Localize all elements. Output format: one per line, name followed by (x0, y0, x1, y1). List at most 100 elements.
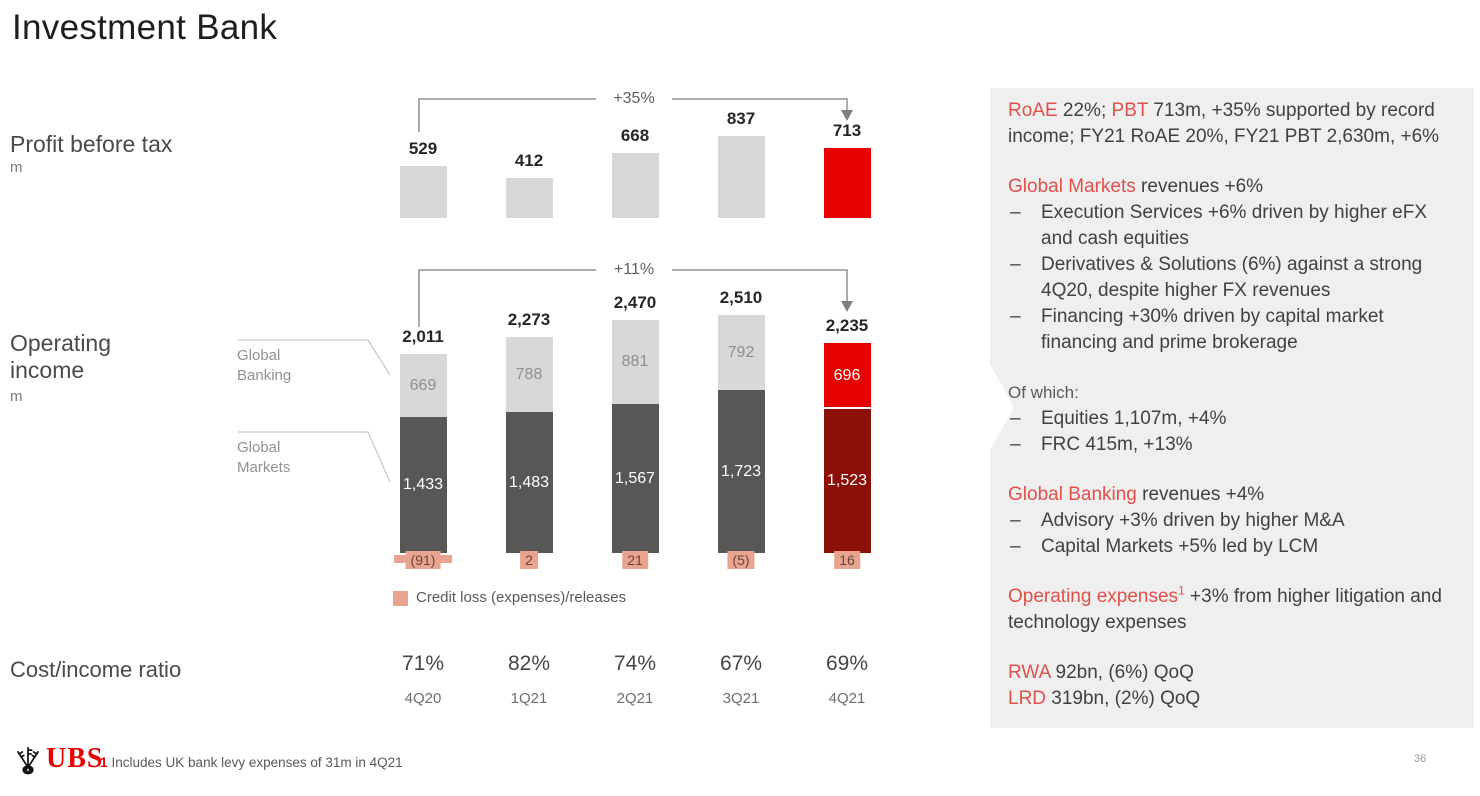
panel-highlight-text: RoAE (1008, 100, 1058, 121)
panel-text: 22%; (1057, 100, 1112, 121)
panel-text: revenues +4% (1136, 484, 1265, 505)
label-oi-unit: m (10, 388, 23, 405)
pbt-value-1Q21: 412 (514, 151, 544, 170)
panel-block-2: – Execution Services +6% driven by higher… (1008, 200, 1460, 356)
bullet-dash-icon: – (1010, 408, 1021, 429)
pbt-bar-4Q20 (399, 166, 447, 218)
oi-global-markets-value-4Q20: 1,433 (402, 476, 444, 493)
bullet-dash-icon: – (1010, 510, 1021, 531)
panel-text: 713m, +35% supported by record income; F… (1008, 100, 1440, 147)
oi-global-markets-value-3Q21: 1,723 (720, 463, 762, 480)
label-operating-income: Operating income (10, 330, 111, 384)
credit-loss-legend-swatch (393, 591, 408, 606)
panel-highlight-text: Global Banking (1008, 484, 1137, 505)
cost-income-ratio-3Q21: 67% (719, 652, 763, 675)
panel-bullet-2-1: – Derivatives & Solutions (6%) against a … (1008, 252, 1460, 304)
bullet-text: Equities 1,107m, +4% (1041, 408, 1227, 429)
bullet-dash-icon: – (1010, 254, 1021, 275)
panel-highlight-text: LRD (1008, 688, 1047, 709)
callout-global-banking-line2: Banking (237, 367, 292, 384)
commentary-panel: RoAE 22%; PBT 713m, +35% supported by re… (990, 88, 1474, 728)
cost-income-ratio-4Q20: 71% (401, 652, 445, 675)
oi-global-markets-seg-4Q21: 1,523 (823, 409, 871, 553)
callout-global-markets-line1: Global (237, 439, 281, 456)
panel-bullet-6-1: – Capital Markets +5% led by LCM (1008, 534, 1460, 560)
pbt-bar-4Q21 (823, 148, 871, 218)
panel-highlight-text: Operating expenses (1008, 586, 1179, 607)
axis-quarter-4Q21: 4Q21 (828, 690, 866, 707)
panel-bullet-4-1: – FRC 415m, +13% (1008, 432, 1460, 458)
credit-loss-badge-1Q21: 2 (520, 551, 538, 569)
callout-global-markets: Global Markets (237, 438, 290, 478)
credit-loss-legend-label: Credit loss (expenses)/releases (416, 589, 627, 606)
panel-block-6: – Advisory +3% driven by higher M&A – Capit… (1008, 508, 1460, 560)
ubs-keys-logo-icon (17, 746, 39, 775)
panel-text: +3% from higher litigation and technolog… (1008, 586, 1442, 633)
oi-global-markets-value-2Q21: 1,567 (614, 470, 656, 487)
cost-income-ratio-2Q21: 74% (613, 652, 657, 675)
bullet-dash-icon: – (1010, 202, 1021, 223)
cost-income-ratio-1Q21: 82% (507, 652, 551, 675)
footnote: 1 Includes UK bank levy expenses of 31m i… (100, 755, 403, 770)
footnote-number: 1 (100, 755, 108, 770)
oi-global-markets-value-1Q21: 1,483 (508, 474, 550, 491)
panel-bullet-4-0: – Equities 1,107m, +4% (1008, 406, 1460, 432)
panel-bullet-6-0: – Advisory +3% driven by higher M&A (1008, 508, 1460, 534)
bullet-text: Advisory +3% driven by higher M&A (1041, 510, 1345, 531)
panel-block-5: Global Banking revenues +4% (1008, 482, 1460, 508)
arrow-down-icon (841, 110, 853, 121)
axis-quarter-4Q20: 4Q20 (404, 690, 442, 707)
bullet-text: Financing +30% driven by capital market … (1041, 306, 1384, 353)
panel-block-8: RWA 92bn, (6%) QoQ (1008, 660, 1460, 686)
panel-block-9: LRD 319bn, (2%) QoQ (1008, 686, 1460, 712)
oi-global-banking-value-1Q21: 788 (515, 366, 543, 383)
pbt-value-4Q20: 529 (408, 139, 438, 158)
panel-block-7: Operating expenses1 +3% from higher liti… (1008, 584, 1460, 636)
callout-global-markets-line2: Markets (237, 459, 291, 476)
oi-global-banking-value-2Q21: 881 (621, 353, 649, 370)
panel-block-3: Of which: (1008, 380, 1460, 406)
axis-quarter-3Q21: 3Q21 (722, 690, 760, 707)
bullet-dash-icon: – (1010, 306, 1021, 327)
oi-global-banking-seg-3Q21: 792 (717, 315, 765, 390)
pbt-value-2Q21: 668 (620, 126, 650, 145)
oi-global-markets-seg-3Q21: 1,723 (717, 390, 765, 553)
panel-bullet-2-0: – Execution Services +6% driven by higher… (1008, 200, 1460, 252)
panel-text: 319bn, (2%) QoQ (1046, 688, 1201, 709)
bullet-text: Execution Services +6% driven by higher … (1041, 202, 1428, 249)
oi-global-markets-seg-2Q21: 1,567 (611, 404, 659, 553)
page-number: 36 (1414, 753, 1427, 765)
oi-total-4Q20: 2,011 (402, 327, 444, 346)
label-pbt-unit: m (10, 159, 23, 176)
pbt-value-3Q21: 837 (726, 109, 756, 128)
pbt-bar-3Q21 (717, 136, 765, 218)
oi-global-banking-value-4Q20: 669 (409, 377, 437, 394)
bullet-text: Capital Markets +5% led by LCM (1041, 536, 1319, 557)
pbt-value-4Q21: 713 (832, 121, 862, 140)
panel-highlight-text: RWA (1008, 662, 1051, 683)
axis-quarter-2Q21: 2Q21 (616, 690, 654, 707)
oi-global-banking-seg-1Q21: 788 (505, 337, 553, 412)
oi-change-annotation: +11% (596, 261, 672, 279)
footnote-text: Includes UK bank levy expenses of 31m in… (111, 755, 403, 770)
bullet-dash-icon: – (1010, 434, 1021, 455)
oi-total-3Q21: 2,510 (719, 288, 763, 307)
oi-global-banking-value-4Q21: 696 (833, 367, 861, 384)
panel-text: 92bn, (6%) QoQ (1050, 662, 1194, 683)
oi-global-banking-seg-4Q21: 696 (823, 343, 871, 409)
oi-total-4Q21: 2,235 (825, 316, 869, 335)
panel-highlight-text: PBT (1111, 100, 1149, 121)
label-operating: Operating (10, 330, 112, 356)
label-profit-before-tax: Profit before tax (10, 131, 173, 157)
callout-global-banking-line1: Global (237, 347, 281, 364)
axis-quarter-1Q21: 1Q21 (510, 690, 548, 707)
pbt-bar-2Q21 (611, 153, 659, 218)
oi-global-banking-value-3Q21: 792 (727, 344, 755, 361)
callout-global-banking: Global Banking (237, 346, 291, 386)
oi-global-markets-seg-1Q21: 1,483 (505, 412, 553, 553)
credit-loss-badge-3Q21: (5) (727, 551, 755, 569)
oi-total-2Q21: 2,470 (613, 293, 657, 312)
bullet-text: Derivatives & Solutions (6%) against a s… (1041, 254, 1423, 301)
page-title: Investment Bank (12, 8, 278, 47)
